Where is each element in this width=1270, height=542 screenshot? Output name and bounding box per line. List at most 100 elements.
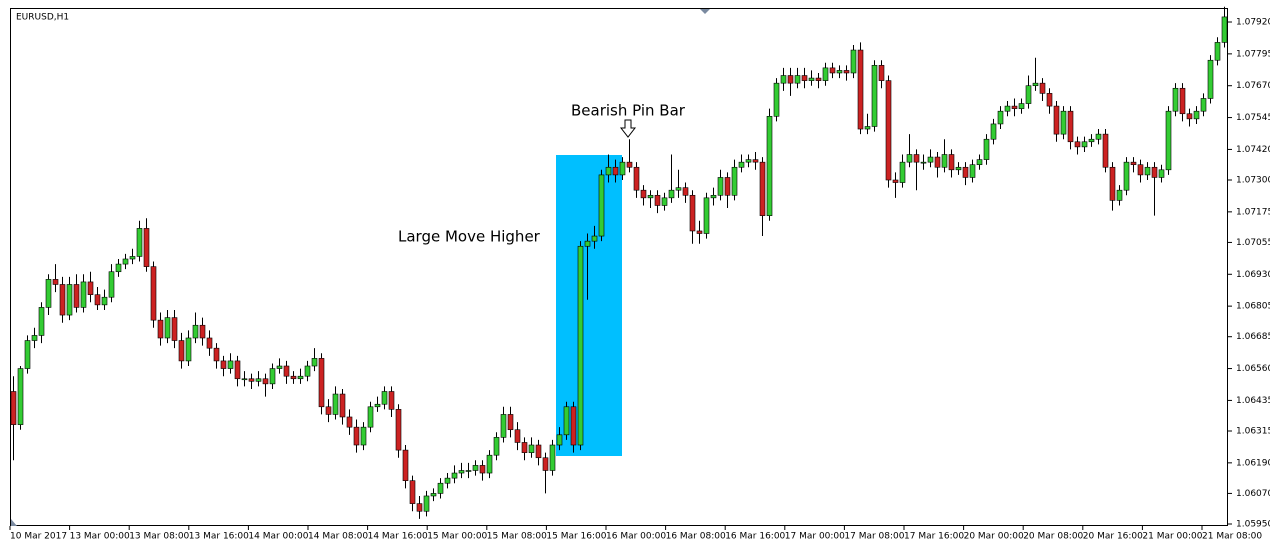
candle-body xyxy=(1032,82,1039,87)
candle-body xyxy=(535,444,542,459)
candle-body xyxy=(724,177,731,196)
candle-body xyxy=(1004,105,1011,112)
candle-body xyxy=(703,197,710,234)
candle-body xyxy=(143,228,150,267)
y-tick-label: 1.06315 xyxy=(1236,426,1270,436)
y-tick-label: 1.07670 xyxy=(1236,81,1270,91)
x-tick-label: 17 Mar 16:00 xyxy=(904,532,964,542)
candle-body xyxy=(871,65,878,127)
y-tick-label: 1.06560 xyxy=(1236,364,1270,374)
candle-body xyxy=(346,416,353,428)
candle-body xyxy=(1088,138,1095,143)
x-tick-label: 13 Mar 16:00 xyxy=(189,532,249,542)
candle-body xyxy=(220,360,227,369)
candle-body xyxy=(598,174,605,237)
candle-body xyxy=(766,115,773,216)
candle-body xyxy=(556,434,563,446)
candle-body xyxy=(171,317,178,341)
candle-body xyxy=(801,75,808,81)
candle-body xyxy=(479,465,486,474)
symbol-label: EURUSD,H1 xyxy=(16,13,69,23)
candle-body xyxy=(73,284,80,308)
candle-body xyxy=(206,337,213,349)
candle-body xyxy=(1081,141,1088,148)
pin-bar-arrow xyxy=(619,119,637,138)
candle-body xyxy=(45,279,52,308)
candle-body xyxy=(1165,110,1172,171)
candle-body xyxy=(1221,16,1228,43)
candle-body xyxy=(822,67,829,81)
candle-body xyxy=(213,347,220,362)
candle-body xyxy=(486,454,493,474)
candle-body xyxy=(332,393,339,415)
candle-body xyxy=(1179,87,1186,115)
candle-body xyxy=(451,472,458,479)
candle-body xyxy=(934,156,941,168)
y-tick-label: 1.06685 xyxy=(1236,332,1270,342)
candle-body xyxy=(185,337,192,362)
candle-body xyxy=(248,378,255,382)
candle-body xyxy=(605,166,612,176)
candle-body xyxy=(731,166,738,196)
y-tick-label: 1.06930 xyxy=(1236,270,1270,280)
x-tick-label: 21 Mar 08:00 xyxy=(1202,532,1262,542)
y-tick-label: 1.06190 xyxy=(1236,458,1270,468)
candle-body xyxy=(549,444,556,471)
x-tick-label: 20 Mar 16:00 xyxy=(1083,532,1143,542)
candle-body xyxy=(80,281,87,308)
candle-body xyxy=(675,187,682,191)
candle-body xyxy=(633,166,640,191)
candle-body xyxy=(577,245,584,446)
candle-body xyxy=(969,164,976,178)
candle-body xyxy=(108,271,115,298)
x-tick-label: 21 Mar 00:00 xyxy=(1142,532,1202,542)
candle-body xyxy=(437,482,444,494)
candle-body xyxy=(962,166,969,178)
candle-body xyxy=(304,365,311,377)
candle-body xyxy=(136,228,143,257)
candle-body xyxy=(1067,110,1074,143)
candle-body xyxy=(395,409,402,451)
x-tick-label: 14 Mar 08:00 xyxy=(308,532,368,542)
candle-body xyxy=(381,391,388,405)
candle-body xyxy=(472,465,479,471)
candle-body xyxy=(682,187,689,196)
y-tick-label: 1.06435 xyxy=(1236,396,1270,406)
candle-body xyxy=(1095,133,1102,140)
x-tick-label: 15 Mar 16:00 xyxy=(546,532,606,542)
candle-body xyxy=(619,161,626,176)
candle-body xyxy=(689,194,696,232)
candle-body xyxy=(353,426,360,446)
candle-body xyxy=(101,296,108,306)
candle-body xyxy=(1200,98,1207,112)
candle-body xyxy=(423,495,430,512)
x-tick-label: 13 Mar 00:00 xyxy=(70,532,130,542)
candle-body xyxy=(892,179,899,183)
candle-body xyxy=(976,159,983,166)
candle-body xyxy=(948,154,955,171)
candle-body xyxy=(115,263,122,273)
candle-body xyxy=(1074,141,1081,148)
candle-body xyxy=(955,166,962,171)
candle-body xyxy=(129,256,136,260)
candle-body xyxy=(1123,161,1130,191)
candle-body xyxy=(178,340,185,362)
annotation: Bearish Pin Bar xyxy=(571,102,686,120)
candle-body xyxy=(668,189,675,199)
plot-frame xyxy=(10,8,1228,526)
candle-body xyxy=(311,358,318,367)
x-tick-label: 16 Mar 16:00 xyxy=(725,532,785,542)
candle-body xyxy=(906,154,913,163)
y-tick-label: 1.07055 xyxy=(1236,238,1270,248)
candle-body xyxy=(899,161,906,183)
candle-body xyxy=(465,470,472,472)
candle-body xyxy=(927,156,934,163)
candle-body xyxy=(717,177,724,196)
candle-body xyxy=(500,414,507,438)
candle-body xyxy=(409,480,416,504)
candle-body xyxy=(388,391,395,410)
candle-body xyxy=(262,378,269,385)
candle-body xyxy=(829,67,836,74)
annotation: Large Move Higher xyxy=(398,228,541,246)
